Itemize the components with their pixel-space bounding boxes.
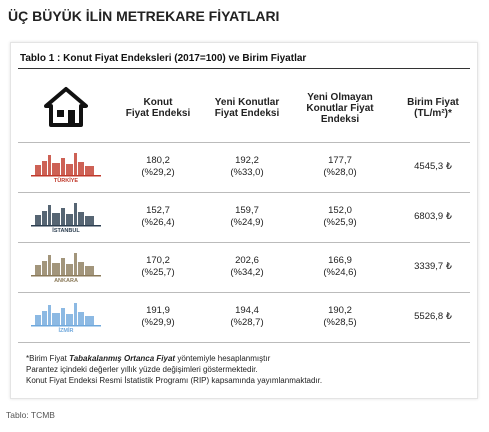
city-label: İZMİR — [59, 327, 74, 334]
annual-change: (%29,2) — [141, 167, 175, 178]
annual-change: (%26,4) — [141, 217, 175, 228]
row-separator — [18, 292, 470, 293]
annual-change: (%25,9) — [323, 217, 357, 228]
column-header: Birim Fiyat (TL/m²)* — [385, 97, 481, 119]
city-skyline: İZMİR — [31, 303, 101, 334]
index-value: 177,7 — [328, 155, 352, 166]
index-value: 180,2 — [146, 155, 170, 166]
note: Parantez içindeki değerler yıllık yüzde … — [26, 365, 258, 374]
row-separator — [18, 342, 470, 343]
header-line: Yeni Konutlar — [214, 97, 280, 108]
annual-change: (%34,2) — [230, 267, 264, 278]
note-part: yöntemiyle hesaplanmıştır — [175, 354, 271, 363]
annual-change: (%28,0) — [323, 167, 357, 178]
index-value: 192,2 — [235, 155, 259, 166]
city-label: TÜRKİYE — [54, 177, 78, 184]
index-value: 190,2 — [328, 305, 352, 316]
index-value: 194,4 — [235, 305, 259, 316]
index-cell: 202,6 (%34,2) — [202, 255, 292, 279]
index-cell: 180,2 (%29,2) — [113, 155, 203, 179]
table-caption: Tablo 1 : Konut Fiyat Endeksleri (2017=1… — [20, 53, 307, 64]
city-skyline: ANKARA — [31, 253, 101, 284]
header-line: Birim Fiyat — [407, 97, 459, 108]
note-part: Tabakalanmış Ortanca Fiyat — [69, 354, 176, 363]
row-separator — [18, 192, 470, 193]
header-line: Yeni Olmayan — [307, 91, 373, 103]
annual-change: (%25,7) — [141, 267, 175, 278]
unit-price: 6803,9 ₺ — [414, 211, 452, 222]
column-header: Konut Fiyat Endeksi — [110, 97, 206, 119]
index-cell: 191,9 (%29,9) — [113, 305, 203, 329]
page-title: ÜÇ BÜYÜK İLİN METREKARE FİYATLARI — [8, 8, 280, 24]
unit-price: 5526,8 ₺ — [414, 311, 452, 322]
index-cell: 192,2 (%33,0) — [202, 155, 292, 179]
index-value: 152,7 — [146, 205, 170, 216]
header-line: Konutlar Fiyat — [306, 102, 374, 114]
annual-change: (%24,6) — [323, 267, 357, 278]
house-icon — [44, 87, 88, 127]
header-line: Endeksi — [320, 113, 360, 125]
city-label: ANKARA — [54, 278, 78, 284]
index-value: 202,6 — [235, 255, 259, 266]
unit-price: 4545,3 ₺ — [414, 161, 452, 172]
table-panel — [10, 42, 478, 399]
unit-price: 3339,7 ₺ — [414, 261, 452, 272]
column-header: Yeni Konutlar Fiyat Endeksi — [199, 97, 295, 119]
row-separator — [18, 242, 470, 243]
index-cell: 159,7 (%24,9) — [202, 205, 292, 229]
annual-change: (%24,9) — [230, 217, 264, 228]
column-header: Yeni Olmayan Konutlar Fiyat Endeksi — [292, 92, 388, 125]
index-cell: 194,4 (%28,7) — [202, 305, 292, 329]
index-value: 152,0 — [328, 205, 352, 216]
city-skyline: TÜRKİYE — [31, 153, 101, 184]
city-label: İSTANBUL — [52, 227, 80, 234]
header-line: Fiyat Endeksi — [214, 108, 280, 119]
index-value: 159,7 — [235, 205, 259, 216]
note-part: *Birim Fiyat — [26, 354, 70, 363]
row-separator — [18, 142, 470, 143]
note: Konut Fiyat Endeksi Resmi İstatistik Pro… — [26, 376, 323, 385]
index-value: 170,2 — [146, 255, 170, 266]
source: Tablo: TCMB — [6, 410, 55, 420]
index-value: 191,9 — [146, 305, 170, 316]
annual-change: (%28,7) — [230, 317, 264, 328]
city-skyline: İSTANBUL — [31, 203, 101, 234]
header-line: Fiyat Endeksi — [125, 108, 191, 119]
caption-rule — [18, 68, 470, 69]
index-cell: 152,7 (%26,4) — [113, 205, 203, 229]
index-cell: 190,2 (%28,5) — [295, 305, 385, 329]
header-line: (TL/m²)* — [414, 108, 452, 119]
note: *Birim Fiyat Tabakalanmış Ortanca Fiyat … — [26, 354, 270, 363]
index-cell: 152,0 (%25,9) — [295, 205, 385, 229]
annual-change: (%28,5) — [323, 317, 357, 328]
header-line: Konut — [143, 97, 173, 108]
index-cell: 177,7 (%28,0) — [295, 155, 385, 179]
index-cell: 166,9 (%24,6) — [295, 255, 385, 279]
index-cell: 170,2 (%25,7) — [113, 255, 203, 279]
annual-change: (%33,0) — [230, 167, 264, 178]
annual-change: (%29,9) — [141, 317, 175, 328]
index-value: 166,9 — [328, 255, 352, 266]
